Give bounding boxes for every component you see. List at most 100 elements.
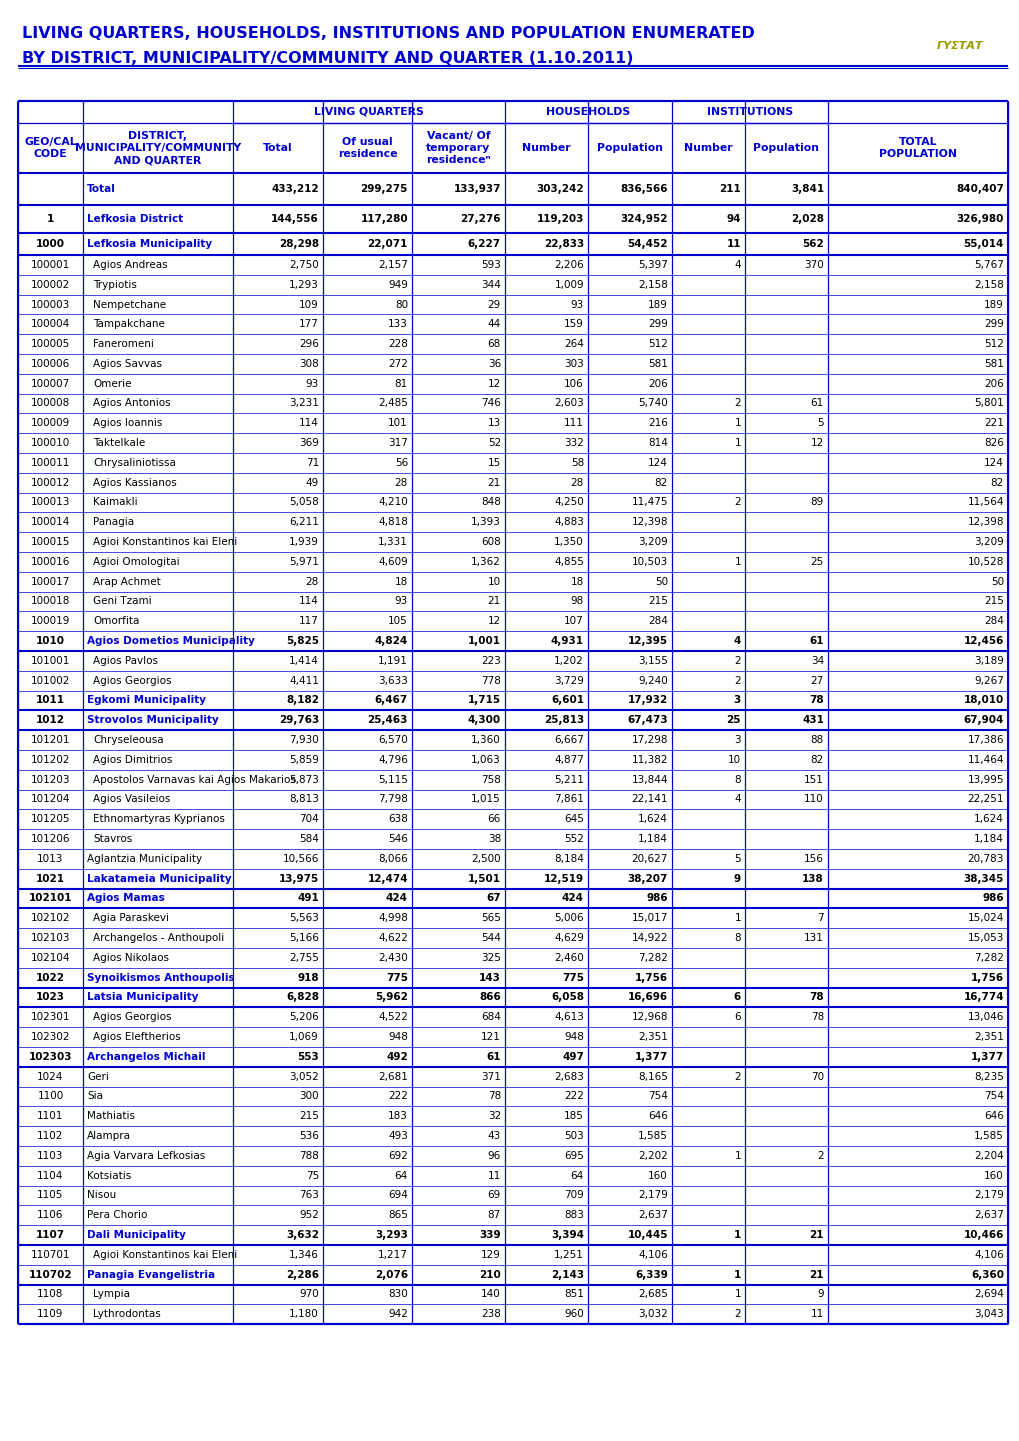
Text: 1022: 1022 xyxy=(36,973,65,983)
Text: 1,180: 1,180 xyxy=(289,1310,319,1320)
Text: 296: 296 xyxy=(299,339,319,349)
Text: 100005: 100005 xyxy=(31,339,70,349)
Text: 8,813: 8,813 xyxy=(288,794,319,804)
Text: 15,017: 15,017 xyxy=(631,914,667,924)
Text: 332: 332 xyxy=(564,438,584,448)
Text: 222: 222 xyxy=(388,1091,408,1101)
Text: 25,813: 25,813 xyxy=(543,715,584,725)
Text: 11,382: 11,382 xyxy=(631,755,667,765)
Text: 3,209: 3,209 xyxy=(973,537,1003,548)
Text: 3,032: 3,032 xyxy=(638,1310,667,1320)
Text: 13,844: 13,844 xyxy=(631,775,667,785)
Text: 1,624: 1,624 xyxy=(638,814,667,824)
Text: 2,286: 2,286 xyxy=(285,1270,319,1280)
Text: 2,202: 2,202 xyxy=(638,1151,667,1161)
Text: 185: 185 xyxy=(564,1111,584,1121)
Text: 6,339: 6,339 xyxy=(635,1270,667,1280)
Text: Agios Dimitrios: Agios Dimitrios xyxy=(93,755,172,765)
Text: 948: 948 xyxy=(564,1032,584,1042)
Text: 4,613: 4,613 xyxy=(553,1012,584,1022)
Text: 7,930: 7,930 xyxy=(289,735,319,745)
Text: 124: 124 xyxy=(647,458,667,468)
Text: 1,362: 1,362 xyxy=(471,556,500,566)
Text: 4,883: 4,883 xyxy=(553,517,584,527)
Text: 300: 300 xyxy=(300,1091,319,1101)
Text: ΓΥΣΤΑΤ: ΓΥΣΤΑΤ xyxy=(935,40,982,50)
Text: Sia: Sia xyxy=(87,1091,103,1101)
Text: 424: 424 xyxy=(561,893,584,904)
Text: 2,179: 2,179 xyxy=(638,1190,667,1200)
Text: 55,014: 55,014 xyxy=(963,239,1003,249)
Text: 2,158: 2,158 xyxy=(973,280,1003,290)
Text: 102303: 102303 xyxy=(29,1052,72,1062)
Text: 102101: 102101 xyxy=(29,893,72,904)
Text: 2,683: 2,683 xyxy=(553,1072,584,1082)
Text: 88: 88 xyxy=(810,735,823,745)
Text: 5,962: 5,962 xyxy=(375,993,408,1003)
Text: 1,377: 1,377 xyxy=(634,1052,667,1062)
Text: 1: 1 xyxy=(733,1270,740,1280)
Text: 2,637: 2,637 xyxy=(638,1210,667,1221)
Text: 32: 32 xyxy=(487,1111,500,1121)
Text: 67,473: 67,473 xyxy=(627,715,667,725)
Text: Tampakchane: Tampakchane xyxy=(93,320,165,330)
Text: 883: 883 xyxy=(564,1210,584,1221)
Text: 22,833: 22,833 xyxy=(543,239,584,249)
Text: 3,052: 3,052 xyxy=(289,1072,319,1082)
Text: 6,828: 6,828 xyxy=(285,993,319,1003)
Text: 12,519: 12,519 xyxy=(543,873,584,883)
Text: 553: 553 xyxy=(297,1052,319,1062)
Text: 593: 593 xyxy=(481,259,500,269)
Text: 4,106: 4,106 xyxy=(638,1249,667,1259)
Text: Agios Dometios Municipality: Agios Dometios Municipality xyxy=(87,635,255,646)
Text: 830: 830 xyxy=(388,1290,408,1300)
Text: 17,932: 17,932 xyxy=(627,696,667,706)
Text: 82: 82 xyxy=(654,478,667,487)
Text: 49: 49 xyxy=(306,478,319,487)
Text: 8,165: 8,165 xyxy=(638,1072,667,1082)
Text: 100001: 100001 xyxy=(31,259,70,269)
Text: 8: 8 xyxy=(734,934,740,942)
Text: 16,774: 16,774 xyxy=(962,993,1003,1003)
Text: 140: 140 xyxy=(481,1290,500,1300)
Text: 1108: 1108 xyxy=(38,1290,63,1300)
Text: 11: 11 xyxy=(810,1310,823,1320)
Text: 1102: 1102 xyxy=(38,1131,63,1141)
Text: 110702: 110702 xyxy=(29,1270,72,1280)
Text: 7,282: 7,282 xyxy=(638,953,667,963)
Text: 12: 12 xyxy=(810,438,823,448)
Text: 100009: 100009 xyxy=(31,418,70,428)
Text: 100019: 100019 xyxy=(31,617,70,627)
Text: 189: 189 xyxy=(647,300,667,310)
Text: 4,522: 4,522 xyxy=(378,1012,408,1022)
Text: 80: 80 xyxy=(394,300,408,310)
Text: 1,939: 1,939 xyxy=(288,537,319,548)
Text: 3: 3 xyxy=(733,696,740,706)
Text: 272: 272 xyxy=(388,359,408,369)
Text: 6: 6 xyxy=(734,1012,740,1022)
Text: 866: 866 xyxy=(479,993,500,1003)
Text: 100002: 100002 xyxy=(31,280,70,290)
Text: Taktelkale: Taktelkale xyxy=(93,438,145,448)
Text: 1,624: 1,624 xyxy=(973,814,1003,824)
Text: 431: 431 xyxy=(801,715,823,725)
Text: 27,276: 27,276 xyxy=(460,215,500,223)
Text: Trypiotis: Trypiotis xyxy=(93,280,137,290)
Text: 4,824: 4,824 xyxy=(374,635,408,646)
Text: Kaimakli: Kaimakli xyxy=(93,497,138,507)
Text: 5,971: 5,971 xyxy=(288,556,319,566)
Text: Population: Population xyxy=(596,143,662,153)
Text: 43: 43 xyxy=(487,1131,500,1141)
Text: 100014: 100014 xyxy=(31,517,70,527)
Text: 18: 18 xyxy=(394,576,408,586)
Text: 12,474: 12,474 xyxy=(367,873,408,883)
Text: 13,995: 13,995 xyxy=(967,775,1003,785)
Text: 215: 215 xyxy=(647,597,667,607)
Text: 2: 2 xyxy=(734,676,740,686)
Text: 645: 645 xyxy=(564,814,584,824)
Text: 206: 206 xyxy=(648,379,667,389)
Text: 2: 2 xyxy=(734,399,740,408)
Text: 1,069: 1,069 xyxy=(289,1032,319,1042)
Text: 50: 50 xyxy=(654,576,667,586)
Text: 763: 763 xyxy=(299,1190,319,1200)
